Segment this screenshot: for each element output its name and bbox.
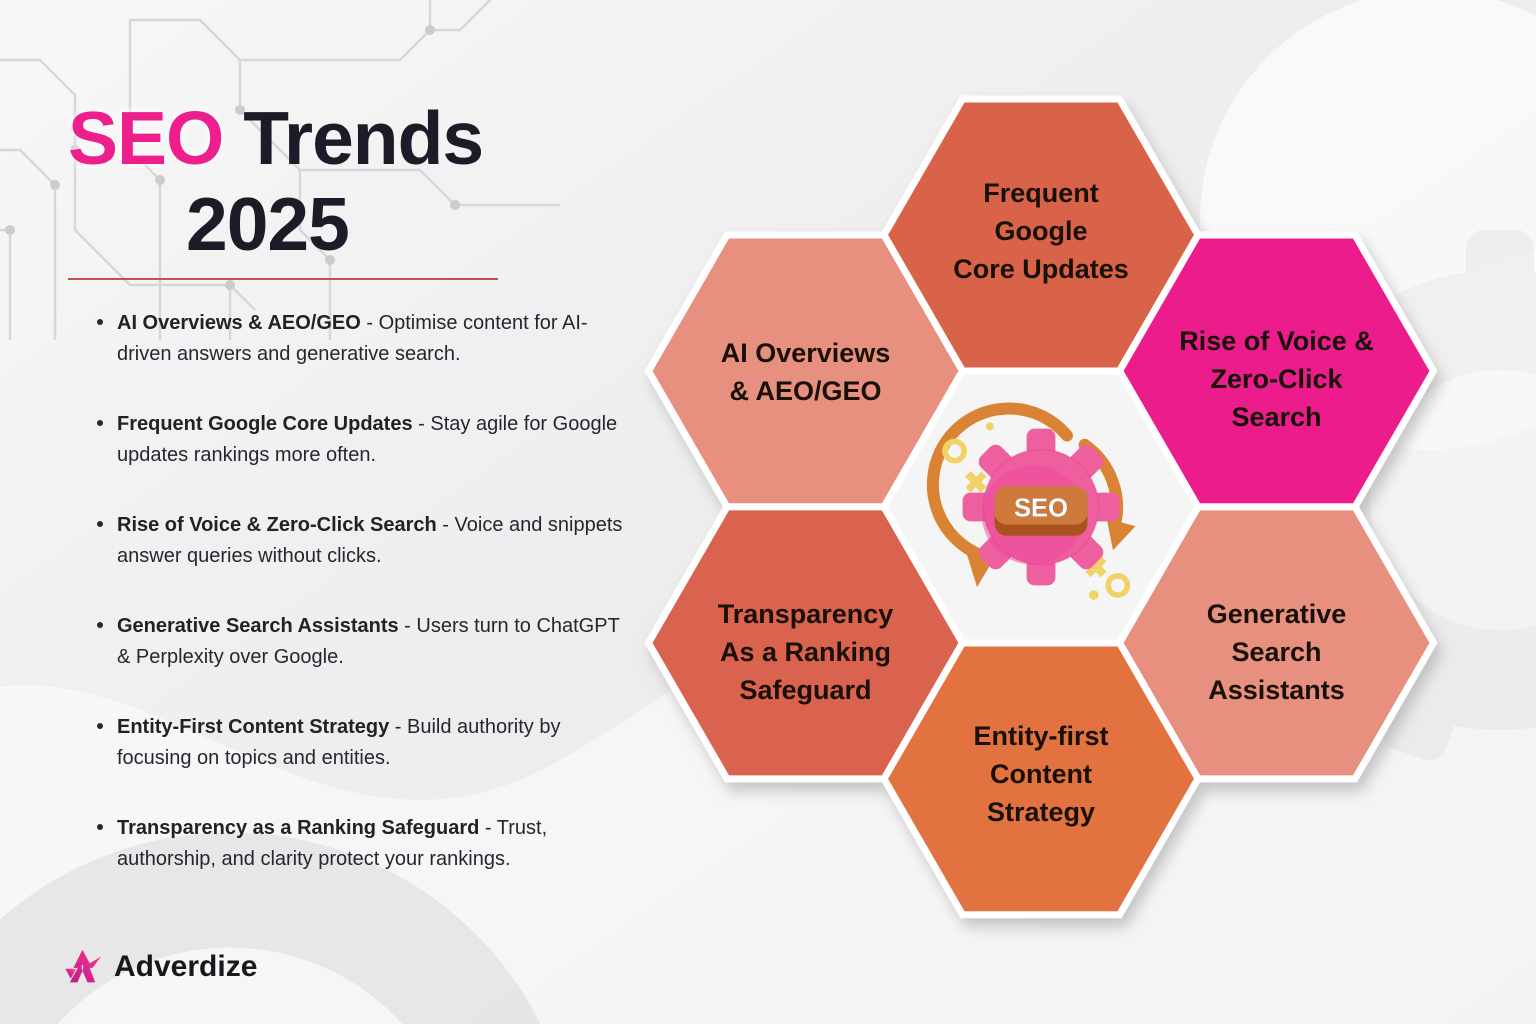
svg-text:Safeguard: Safeguard <box>739 675 871 705</box>
svg-text:Entity-first: Entity-first <box>974 721 1109 751</box>
svg-text:As a Ranking: As a Ranking <box>720 637 891 667</box>
svg-text:Search: Search <box>1231 402 1321 432</box>
svg-text:Generative: Generative <box>1207 599 1347 629</box>
svg-text:Transparency: Transparency <box>718 599 894 629</box>
svg-text:Rise of Voice &: Rise of Voice & <box>1179 326 1374 356</box>
svg-text:Zero-Click: Zero-Click <box>1210 364 1343 394</box>
svg-text:Assistants: Assistants <box>1208 675 1345 705</box>
svg-text:Strategy: Strategy <box>987 797 1095 827</box>
svg-text:& AEO/GEO: & AEO/GEO <box>729 376 881 406</box>
svg-text:Content: Content <box>990 759 1092 789</box>
svg-text:SEO: SEO <box>1014 495 1068 523</box>
svg-text:Google: Google <box>995 216 1088 246</box>
svg-text:AI Overviews: AI Overviews <box>721 338 891 368</box>
svg-text:Search: Search <box>1231 637 1321 667</box>
svg-text:Core Updates: Core Updates <box>953 254 1129 284</box>
svg-text:Frequent: Frequent <box>983 178 1099 208</box>
